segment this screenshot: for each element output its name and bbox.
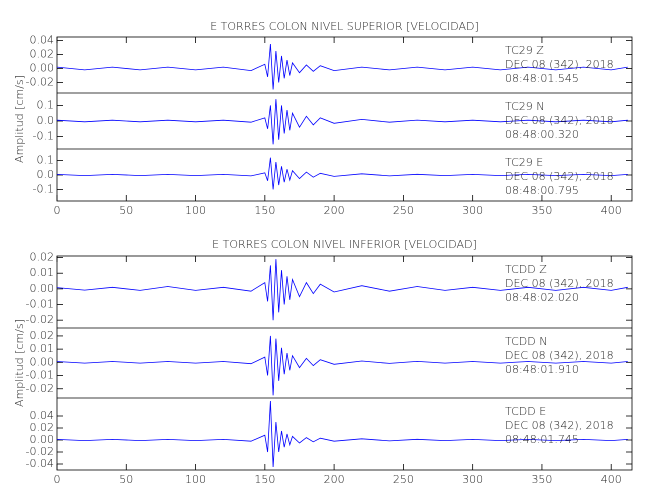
y-tick-label: -0.02 bbox=[26, 382, 54, 395]
y-tick-label: 0.00 bbox=[30, 355, 55, 368]
waveform bbox=[56, 335, 628, 396]
trace-label: TC29 Z bbox=[505, 44, 544, 57]
x-tick-label: 200 bbox=[324, 473, 345, 486]
x-tick-label: 300 bbox=[462, 473, 483, 486]
y-tick-label: 0.01 bbox=[30, 342, 55, 355]
trace-label: TCDD E bbox=[505, 405, 546, 418]
x-tick-label: 250 bbox=[393, 204, 414, 217]
y-tick-label: 0.00 bbox=[30, 62, 55, 75]
trace-label: DEC 08 (342), 2018 bbox=[505, 277, 614, 290]
y-tick-label: 0.04 bbox=[30, 409, 55, 422]
y-tick-label: 0.01 bbox=[30, 266, 55, 279]
y-tick-label: -0.1 bbox=[33, 182, 54, 195]
x-tick-label: 250 bbox=[393, 473, 414, 486]
y-tick-label: 0.0 bbox=[37, 168, 55, 181]
chart-title: E TORRES COLON NIVEL INFERIOR [VELOCIDAD… bbox=[212, 238, 477, 251]
y-tick-label: 0.02 bbox=[30, 251, 55, 264]
plot-frame bbox=[56, 255, 633, 471]
x-tick-label: 100 bbox=[185, 204, 206, 217]
trace-label: 08:48:01.910 bbox=[505, 363, 579, 376]
trace-label: 08:48:00.320 bbox=[505, 128, 579, 141]
y-tick-label: 0.00 bbox=[30, 433, 55, 446]
y-tick-label: -0.01 bbox=[26, 298, 54, 311]
trace-label: DEC 08 (342), 2018 bbox=[505, 58, 614, 71]
x-tick-label: 150 bbox=[254, 473, 275, 486]
x-tick-label: 0 bbox=[54, 204, 61, 217]
y-axis-label: Amplitud [cm/s] bbox=[13, 319, 26, 407]
x-tick-label: 350 bbox=[531, 204, 552, 217]
trace-label: DEC 08 (342), 2018 bbox=[505, 349, 614, 362]
x-tick-label: 350 bbox=[531, 473, 552, 486]
y-tick-label: -0.04 bbox=[26, 457, 54, 470]
trace-label: 08:48:00.795 bbox=[505, 184, 579, 197]
y-tick-label: -0.1 bbox=[33, 130, 54, 143]
waveform bbox=[56, 157, 628, 190]
trace-label: DEC 08 (342), 2018 bbox=[505, 419, 614, 432]
x-tick-label: 50 bbox=[119, 204, 133, 217]
trace-label: TC29 N bbox=[505, 100, 544, 113]
x-tick-label: 400 bbox=[601, 204, 622, 217]
trace-label: 08:48:01.545 bbox=[505, 72, 579, 85]
x-tick-label: 200 bbox=[324, 204, 345, 217]
y-tick-label: 0.02 bbox=[30, 329, 55, 342]
y-tick-label: -0.01 bbox=[26, 369, 54, 382]
x-tick-label: 300 bbox=[462, 204, 483, 217]
trace-label: 08:48:02.020 bbox=[505, 291, 579, 304]
waveform bbox=[56, 99, 628, 145]
x-tick-label: 100 bbox=[185, 473, 206, 486]
y-axis-label: Amplitud [cm/s] bbox=[13, 75, 26, 163]
x-tick-label: 50 bbox=[119, 473, 133, 486]
y-tick-label: -0.02 bbox=[26, 76, 54, 89]
y-tick-label: 0.02 bbox=[30, 421, 55, 434]
y-tick-label: 0.1 bbox=[37, 98, 55, 111]
trace-label: TCDD N bbox=[505, 335, 547, 348]
y-tick-label: 0.0 bbox=[37, 114, 55, 127]
y-tick-label: -0.02 bbox=[26, 313, 54, 326]
chart-title: E TORRES COLON NIVEL SUPERIOR [VELOCIDAD… bbox=[210, 20, 479, 33]
trace-label: 08:48:01.745 bbox=[505, 433, 579, 446]
waveform bbox=[56, 43, 628, 90]
y-tick-label: 0.00 bbox=[30, 282, 55, 295]
y-tick-label: 0.1 bbox=[37, 154, 55, 167]
y-tick-label: 0.02 bbox=[30, 48, 55, 61]
x-tick-label: 150 bbox=[254, 204, 275, 217]
trace-label: DEC 08 (342), 2018 bbox=[505, 170, 614, 183]
x-tick-label: 400 bbox=[601, 473, 622, 486]
trace-label: DEC 08 (342), 2018 bbox=[505, 114, 614, 127]
trace-label: TC29 E bbox=[505, 156, 543, 169]
plot-frame bbox=[56, 36, 633, 202]
x-tick-label: 0 bbox=[54, 473, 61, 486]
y-tick-label: -0.02 bbox=[26, 445, 54, 458]
waveform bbox=[56, 400, 628, 468]
waveform bbox=[56, 259, 628, 321]
y-tick-label: 0.04 bbox=[30, 34, 55, 47]
trace-label: TCDD Z bbox=[505, 263, 547, 276]
